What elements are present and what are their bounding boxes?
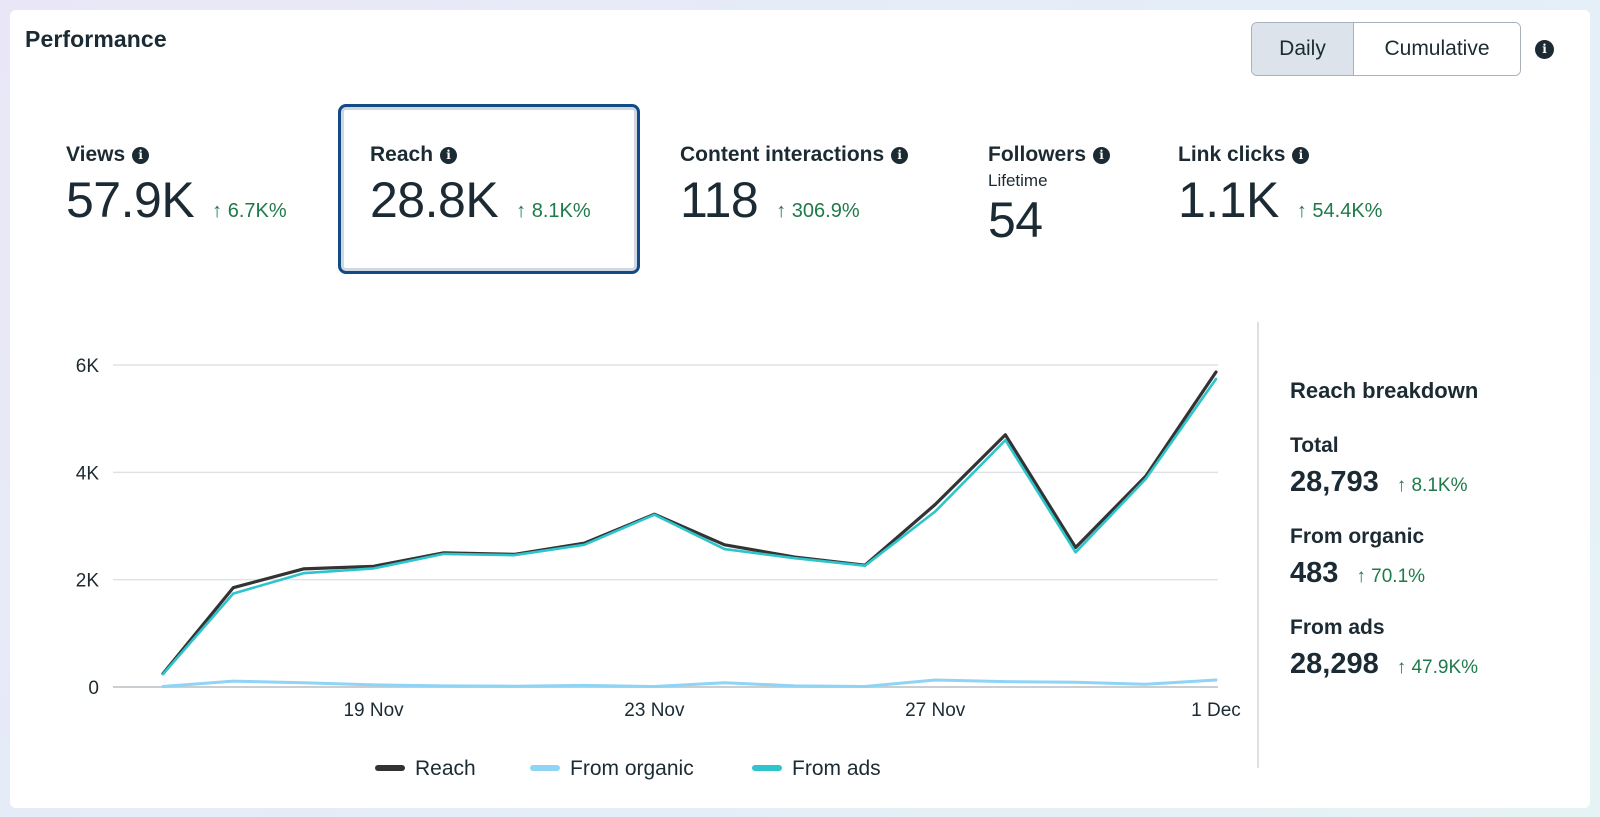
info-icon[interactable]: i — [132, 146, 150, 164]
breakdown-total: Total 28,793 ↑ 8.1K% — [1290, 434, 1478, 499]
toggle-cumulative-button[interactable]: Cumulative — [1354, 23, 1520, 75]
metric-label: Content interactions — [680, 143, 885, 166]
info-icon[interactable]: i — [1535, 40, 1554, 59]
metric-content-interactions[interactable]: Content interactions i 118 ↑ 306.9% — [680, 143, 909, 229]
breakdown-label: From organic — [1290, 525, 1425, 548]
metric-link-clicks[interactable]: Link clicks i 1.1K ↑ 54.4K% — [1178, 143, 1382, 229]
reach-breakdown: Reach breakdown Total 28,793 ↑ 8.1K% Fro… — [1290, 378, 1478, 681]
divider — [1257, 322, 1259, 768]
breakdown-delta: ↑ 8.1K% — [1396, 475, 1468, 496]
metric-value: 54 — [988, 192, 1043, 248]
breakdown-value: 28,793 — [1290, 466, 1379, 498]
metric-value: 57.9K — [66, 172, 195, 228]
info-icon[interactable]: i — [440, 146, 458, 164]
breakdown-value: 28,298 — [1290, 648, 1379, 680]
metric-delta: ↑ 8.1K% — [516, 200, 591, 222]
metric-reach[interactable]: Reach i 28.8K ↑ 8.1K% — [370, 143, 591, 229]
info-icon[interactable]: i — [1093, 146, 1111, 164]
metric-views[interactable]: Views i 57.9K ↑ 6.7K% — [66, 143, 287, 229]
info-icon[interactable]: i — [1292, 146, 1310, 164]
breakdown-ads: From ads 28,298 ↑ 47.9K% — [1290, 616, 1478, 681]
breakdown-organic: From organic 483 ↑ 70.1% — [1290, 525, 1478, 590]
metric-label: Reach — [370, 143, 434, 166]
breakdown-label: From ads — [1290, 616, 1385, 639]
metric-value: 1.1K — [1178, 172, 1279, 228]
metric-label: Views — [66, 143, 126, 166]
metric-value: 118 — [680, 172, 759, 228]
metric-label: Followers — [988, 143, 1087, 166]
metric-label: Link clicks — [1178, 143, 1286, 166]
info-icon[interactable]: i — [891, 146, 909, 164]
metric-followers[interactable]: Followers i Lifetime 54 — [988, 143, 1111, 249]
metric-value: 28.8K — [370, 172, 499, 228]
breakdown-delta: ↑ 70.1% — [1356, 566, 1426, 587]
breakdown-value: 483 — [1290, 557, 1339, 589]
selected-metric-outline[interactable] — [338, 104, 640, 274]
breakdown-label: Total — [1290, 434, 1339, 457]
page-title: Performance — [25, 26, 167, 52]
metric-delta: ↑ 54.4K% — [1296, 200, 1383, 222]
breakdown-delta: ↑ 47.9K% — [1396, 657, 1479, 678]
metric-sublabel: Lifetime — [988, 171, 1048, 190]
metric-delta: ↑ 306.9% — [776, 200, 860, 222]
metric-delta: ↑ 6.7K% — [212, 200, 287, 222]
toggle-daily-button[interactable]: Daily — [1252, 23, 1354, 75]
view-toggle: Daily Cumulative — [1251, 22, 1521, 76]
breakdown-title: Reach breakdown — [1290, 378, 1479, 403]
